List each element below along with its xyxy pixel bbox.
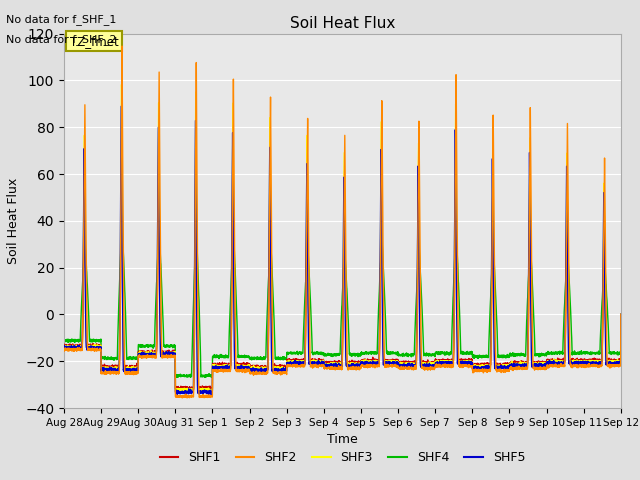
Y-axis label: Soil Heat Flux: Soil Heat Flux <box>6 178 20 264</box>
Legend: SHF1, SHF2, SHF3, SHF4, SHF5: SHF1, SHF2, SHF3, SHF4, SHF5 <box>154 446 531 469</box>
Text: No data for f_SHF_1: No data for f_SHF_1 <box>6 14 116 25</box>
Text: TZ_fmet: TZ_fmet <box>70 35 118 48</box>
X-axis label: Time: Time <box>327 433 358 446</box>
Title: Soil Heat Flux: Soil Heat Flux <box>290 16 395 31</box>
Text: No data for f_SHF_2: No data for f_SHF_2 <box>6 34 117 45</box>
